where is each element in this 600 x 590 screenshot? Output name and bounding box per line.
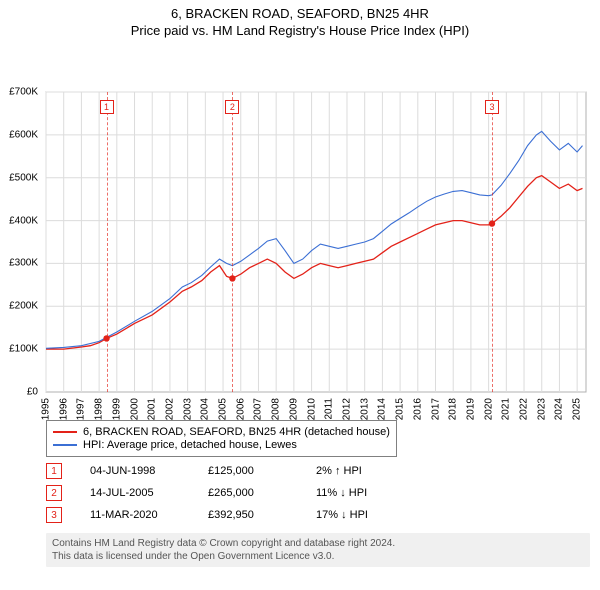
- price-chart: £0£100K£200K£300K£400K£500K£600K£700K 19…: [0, 42, 600, 412]
- chart-title: 6, BRACKEN ROAD, SEAFORD, BN25 4HR Price…: [0, 0, 600, 42]
- x-tick-label: 2008: [271, 398, 282, 420]
- x-tick-label: 2016: [412, 398, 423, 420]
- legend-swatch-blue: [53, 444, 77, 446]
- x-tick-label: 2012: [341, 398, 352, 420]
- x-tick-label: 2001: [147, 398, 158, 420]
- legend-label-2: HPI: Average price, detached house, Lewe…: [83, 439, 297, 451]
- y-tick-label: £300K: [0, 258, 38, 269]
- x-tick-label: 2003: [182, 398, 193, 420]
- event-hpi-delta: 11% ↓ HPI: [316, 487, 406, 499]
- sale-marker-badge: 2: [225, 100, 239, 114]
- footer-line-2: This data is licensed under the Open Gov…: [52, 550, 584, 563]
- sale-event-row: 3 11-MAR-2020 £392,950 17% ↓ HPI: [46, 507, 590, 523]
- x-tick-label: 2002: [164, 398, 175, 420]
- legend-row-1: 6, BRACKEN ROAD, SEAFORD, BN25 4HR (deta…: [53, 426, 390, 438]
- y-tick-label: £0: [0, 387, 38, 398]
- x-tick-label: 2005: [218, 398, 229, 420]
- sale-marker-line: [107, 92, 108, 392]
- event-number-badge: 2: [46, 485, 62, 501]
- x-tick-label: 2024: [554, 398, 565, 420]
- event-price: £125,000: [208, 465, 288, 477]
- sale-marker-badge: 1: [100, 100, 114, 114]
- x-tick-label: 2021: [501, 398, 512, 420]
- event-price: £392,950: [208, 509, 288, 521]
- title-line-1: 6, BRACKEN ROAD, SEAFORD, BN25 4HR: [0, 6, 600, 21]
- title-line-2: Price paid vs. HM Land Registry's House …: [0, 23, 600, 38]
- x-tick-label: 2010: [306, 398, 317, 420]
- x-tick-label: 2007: [253, 398, 264, 420]
- legend-label-1: 6, BRACKEN ROAD, SEAFORD, BN25 4HR (deta…: [83, 426, 390, 438]
- y-tick-label: £600K: [0, 129, 38, 140]
- x-tick-label: 2006: [235, 398, 246, 420]
- x-tick-label: 2025: [572, 398, 583, 420]
- x-tick-label: 2004: [200, 398, 211, 420]
- y-tick-label: £200K: [0, 301, 38, 312]
- event-number-badge: 3: [46, 507, 62, 523]
- event-price: £265,000: [208, 487, 288, 499]
- x-tick-label: 2011: [324, 398, 335, 420]
- x-tick-label: 1995: [41, 398, 52, 420]
- event-hpi-delta: 2% ↑ HPI: [316, 465, 406, 477]
- x-tick-label: 2015: [395, 398, 406, 420]
- y-tick-label: £500K: [0, 172, 38, 183]
- y-tick-label: £100K: [0, 344, 38, 355]
- x-tick-label: 1996: [58, 398, 69, 420]
- x-tick-label: 2019: [465, 398, 476, 420]
- event-number-badge: 1: [46, 463, 62, 479]
- x-tick-label: 2009: [288, 398, 299, 420]
- legend-swatch-red: [53, 431, 77, 433]
- x-tick-label: 1997: [76, 398, 87, 420]
- sale-event-row: 1 04-JUN-1998 £125,000 2% ↑ HPI: [46, 463, 590, 479]
- sale-event-row: 2 14-JUL-2005 £265,000 11% ↓ HPI: [46, 485, 590, 501]
- sale-marker-line: [232, 92, 233, 392]
- x-tick-label: 1999: [111, 398, 122, 420]
- sale-marker-badge: 3: [485, 100, 499, 114]
- x-tick-label: 2013: [359, 398, 370, 420]
- attribution-footer: Contains HM Land Registry data © Crown c…: [46, 533, 590, 567]
- x-tick-label: 2020: [483, 398, 494, 420]
- sale-events-table: 1 04-JUN-1998 £125,000 2% ↑ HPI 2 14-JUL-2005…: [46, 463, 590, 523]
- x-tick-label: 2000: [129, 398, 140, 420]
- x-tick-label: 1998: [94, 398, 105, 420]
- x-tick-label: 2017: [430, 398, 441, 420]
- event-date: 14-JUL-2005: [90, 487, 180, 499]
- x-tick-label: 2022: [519, 398, 530, 420]
- x-tick-label: 2023: [536, 398, 547, 420]
- y-tick-label: £700K: [0, 87, 38, 98]
- y-tick-label: £400K: [0, 215, 38, 226]
- chart-svg: [0, 42, 600, 412]
- event-date: 04-JUN-1998: [90, 465, 180, 477]
- legend-row-2: HPI: Average price, detached house, Lewe…: [53, 439, 390, 451]
- footer-line-1: Contains HM Land Registry data © Crown c…: [52, 537, 584, 550]
- x-tick-label: 2014: [377, 398, 388, 420]
- event-date: 11-MAR-2020: [90, 509, 180, 521]
- event-hpi-delta: 17% ↓ HPI: [316, 509, 406, 521]
- legend: 6, BRACKEN ROAD, SEAFORD, BN25 4HR (deta…: [46, 420, 397, 457]
- sale-marker-line: [492, 92, 493, 392]
- x-tick-label: 2018: [448, 398, 459, 420]
